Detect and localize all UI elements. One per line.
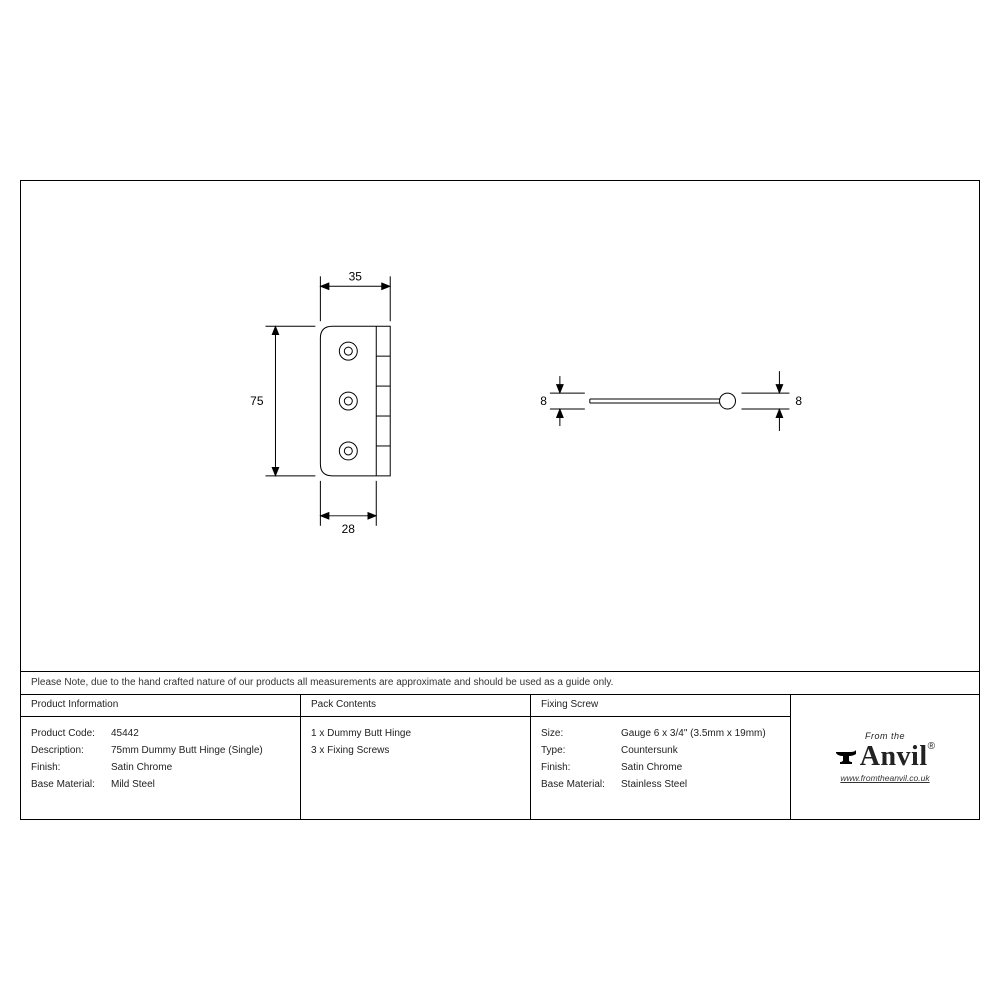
table-row: Base Material:Stainless Steel <box>541 776 780 793</box>
dim-thick-right: 8 <box>741 371 802 431</box>
table-row: Base Material:Mild Steel <box>31 776 290 793</box>
col-product-header: Product Information <box>21 695 300 717</box>
hole-3 <box>339 442 357 460</box>
front-view <box>320 326 390 476</box>
col-logo: From the Anvil® www.fromtheanvil.co.uk <box>791 695 979 819</box>
note-text: Please Note, due to the hand crafted nat… <box>31 677 613 688</box>
hole-1 <box>339 342 357 360</box>
dim-8r-label: 8 <box>795 394 802 408</box>
col-contents-body: 1 x Dummy Butt Hinge 3 x Fixing Screws <box>301 717 530 819</box>
side-view <box>590 393 736 409</box>
table-row: Size:Gauge 6 x 3/4" (3.5mm x 19mm) <box>541 725 780 742</box>
info-table: Product Information Product Code:45442 D… <box>21 695 979 819</box>
table-row: Type:Countersunk <box>541 742 780 759</box>
table-row: Description:75mm Dummy Butt Hinge (Singl… <box>31 742 290 759</box>
col-contents-header: Pack Contents <box>301 695 530 717</box>
dim-width-28: 28 <box>320 481 376 536</box>
dim-height-75: 75 <box>250 326 315 476</box>
dim-28-label: 28 <box>342 522 356 536</box>
col-product-body: Product Code:45442 Description:75mm Dumm… <box>21 717 300 819</box>
dim-width-35: 35 <box>320 269 390 321</box>
logo-url: www.fromtheanvil.co.uk <box>835 773 935 783</box>
spec-sheet: 35 28 75 <box>20 180 980 820</box>
list-item: 3 x Fixing Screws <box>311 742 520 759</box>
dim-thick-left: 8 <box>540 376 585 426</box>
col-screw: Fixing Screw Size:Gauge 6 x 3/4" (3.5mm … <box>531 695 791 819</box>
brand-logo: From the Anvil® www.fromtheanvil.co.uk <box>835 731 935 783</box>
dim-8l-label: 8 <box>540 394 547 408</box>
logo-big: Anvil <box>860 741 928 772</box>
dim-75-label: 75 <box>250 394 264 408</box>
col-contents: Pack Contents 1 x Dummy Butt Hinge 3 x F… <box>301 695 531 819</box>
list-item: 1 x Dummy Butt Hinge <box>311 725 520 742</box>
col-screw-header: Fixing Screw <box>531 695 790 717</box>
table-row: Finish:Satin Chrome <box>541 759 780 776</box>
dim-35-label: 35 <box>349 269 363 283</box>
note-bar: Please Note, due to the hand crafted nat… <box>21 671 979 695</box>
anvil-icon <box>835 749 857 768</box>
table-row: Finish:Satin Chrome <box>31 759 290 776</box>
col-screw-body: Size:Gauge 6 x 3/4" (3.5mm x 19mm) Type:… <box>531 717 790 819</box>
logo-small: From the <box>835 731 935 741</box>
hole-2 <box>339 392 357 410</box>
drawing-svg: 35 28 75 <box>21 181 979 671</box>
col-product: Product Information Product Code:45442 D… <box>21 695 301 819</box>
technical-drawing: 35 28 75 <box>21 181 979 671</box>
table-row: Product Code:45442 <box>31 725 290 742</box>
logo-reg: ® <box>928 741 935 752</box>
